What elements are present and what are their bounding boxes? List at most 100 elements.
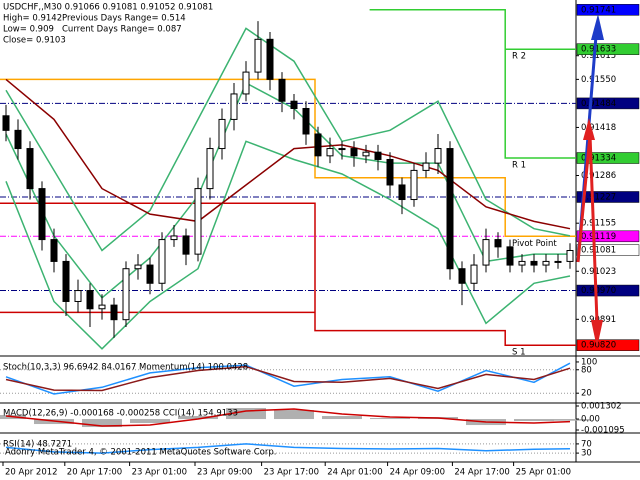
indicator-line	[5, 408, 571, 427]
candle-body	[134, 264, 142, 270]
info: High= 0.9142	[3, 14, 62, 24]
indicator-line	[5, 362, 571, 395]
candle-body	[110, 304, 118, 321]
x-tick-label: 24 Apr 09:00	[390, 468, 445, 478]
candle-body	[266, 38, 274, 80]
price-marker-label: 0.91227	[581, 192, 616, 202]
candle-body	[470, 264, 478, 284]
candle-body	[254, 38, 262, 73]
y-tick-label: 0.00	[581, 415, 600, 425]
price-marker-label: 0.90820	[581, 341, 616, 351]
candle-body	[290, 100, 298, 110]
arrow-head	[591, 14, 604, 40]
candle-body	[554, 260, 562, 263]
candle-body	[170, 235, 178, 241]
histogram-bar	[322, 416, 362, 420]
price-marker-label: 0.91119	[581, 232, 616, 242]
price-marker-label: 0.91081	[581, 246, 616, 256]
y-tick-label: 70	[581, 439, 592, 449]
price-marker-label: 0.91633	[581, 45, 616, 55]
y-tick-label: -0.001095	[581, 426, 625, 436]
candle-body	[566, 250, 574, 262]
info: Previous Days Range= 0.514	[62, 14, 186, 24]
candle-body	[218, 118, 226, 150]
price-marker	[576, 284, 640, 297]
candle-body	[158, 239, 166, 284]
pivot-line	[0, 78, 576, 238]
histogram-bar	[226, 408, 266, 420]
x-tick-label: 20 Apr 17:00	[67, 468, 122, 478]
histogram-bar	[370, 418, 410, 420]
candle-body	[398, 184, 406, 201]
info: Close= 0.9103	[3, 36, 66, 46]
price-marker-label: 0.91334	[581, 154, 616, 164]
histogram-bar	[550, 419, 590, 421]
chart-title: USDCHF,,M30 0.91066 0.91081 0.91052 0.91…	[3, 3, 213, 13]
candle-body	[458, 268, 466, 284]
info: Current Days Range= 0.087	[62, 25, 182, 35]
candle-body	[38, 188, 46, 241]
y-tick-label: 0.90891	[581, 315, 616, 325]
info: Low= 0.909	[3, 25, 54, 35]
price-marker-label: 0.91741	[581, 5, 616, 15]
price-marker	[576, 191, 640, 203]
x-tick-label: 23 Apr 17:00	[264, 468, 319, 478]
level-label: S 1	[512, 348, 526, 358]
y-tick-label: 80	[581, 365, 592, 375]
candle-body	[50, 239, 58, 262]
arrow-head	[591, 320, 603, 348]
y-tick-label: 0.91155	[581, 219, 616, 229]
candle-body	[122, 268, 130, 321]
candle-body	[326, 148, 334, 157]
price-marker	[576, 4, 640, 16]
price-marker	[576, 339, 640, 351]
y-tick-label: 0.91550	[581, 75, 616, 85]
candle-body	[314, 133, 322, 157]
price-marker	[576, 244, 640, 256]
candle-body	[374, 151, 382, 160]
candle-body	[98, 304, 106, 310]
candle-body	[182, 235, 190, 255]
candle-body	[230, 93, 238, 120]
candle-body	[194, 188, 202, 255]
histogram-bar	[274, 410, 314, 420]
arrow-head	[583, 118, 595, 140]
candle-body	[14, 129, 22, 150]
panel-title: Stoch(10,3,3) 96.6942 84.0167 Momentum(1…	[3, 363, 248, 373]
y-tick-label: 0.001302	[581, 402, 622, 412]
labels: USDCHF,,M30 0.91066 0.91081 0.91052 0.91…	[3, 3, 276, 458]
candle-body	[482, 239, 490, 266]
candle-body	[242, 71, 250, 95]
level-label: R 1	[512, 161, 526, 171]
y-tick-label: 100	[581, 357, 597, 367]
candle-body	[518, 260, 526, 266]
histogram-bar	[130, 419, 170, 424]
watermark: Adonry MetaTrader 4, © 2001-2011 MetaQuo…	[5, 448, 276, 458]
x-tick-label: 23 Apr 01:00	[132, 468, 187, 478]
histogram-bar	[514, 419, 554, 422]
candle-body	[62, 260, 70, 302]
candle-body	[422, 162, 430, 171]
candle-body	[278, 78, 286, 102]
histogram-bar	[82, 419, 122, 428]
histogram-bar	[178, 416, 218, 420]
candle-body	[494, 239, 502, 248]
level-label: Pivot Point	[512, 239, 557, 249]
candle-body	[362, 151, 370, 157]
price-marker-label: 0.90970	[581, 286, 616, 296]
panel-title: RSI(14) 48.7271	[3, 440, 72, 450]
candle-body	[74, 290, 82, 302]
candle-body	[410, 169, 418, 201]
candle-body	[2, 115, 10, 131]
candle-body	[386, 158, 394, 186]
price-marker	[576, 97, 640, 110]
candle-body	[302, 108, 310, 135]
panel-title: MACD(12,26,9) -0.000168 -0.000258 CCI(14…	[3, 409, 238, 419]
indicator-line	[5, 443, 571, 454]
candle-body	[434, 148, 442, 164]
candle-body	[446, 148, 454, 270]
candle-body	[542, 260, 550, 266]
candle-body	[206, 148, 214, 190]
candle-body	[86, 290, 94, 310]
